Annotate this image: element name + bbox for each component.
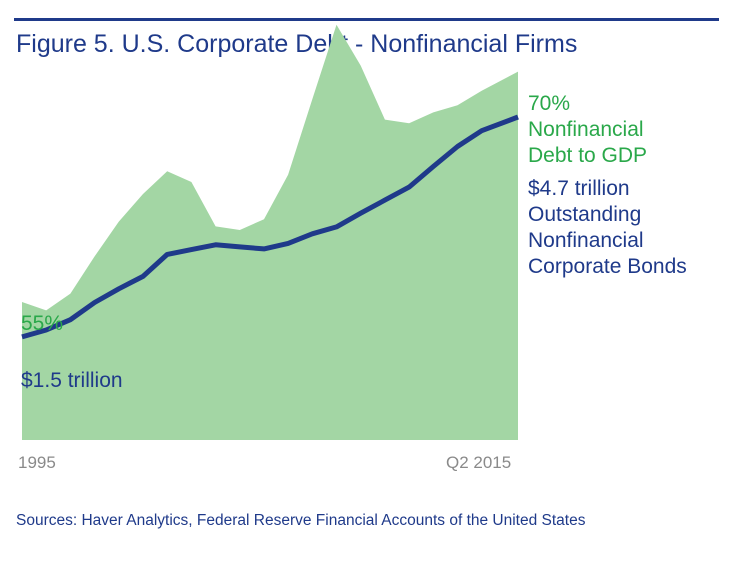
end-bonds-line2: Nonfinancial bbox=[528, 229, 644, 252]
x-axis-start-label: 1995 bbox=[18, 453, 56, 472]
start-ratio-label: 55% bbox=[21, 312, 64, 335]
title-rule bbox=[14, 18, 719, 21]
end-bonds-value: $4.7 trillion bbox=[528, 177, 630, 200]
debt-to-gdp-area bbox=[22, 24, 518, 441]
sources-note: Sources: Haver Analytics, Federal Reserv… bbox=[16, 512, 586, 529]
chart-title: Figure 5. U.S. Corporate Debt - Nonfinan… bbox=[16, 30, 578, 58]
start-bonds-label: $1.5 trillion bbox=[21, 369, 123, 392]
end-ratio-line2: Debt to GDP bbox=[528, 144, 648, 167]
end-ratio-line1: Nonfinancial bbox=[528, 118, 644, 141]
x-axis-end-label: Q2 2015 bbox=[446, 453, 512, 472]
end-ratio-value: 70% bbox=[528, 92, 571, 115]
end-bonds-line1: Outstanding bbox=[528, 203, 642, 226]
end-bonds-line3: Corporate Bonds bbox=[528, 255, 687, 278]
corporate-bonds-line bbox=[21, 114, 519, 340]
